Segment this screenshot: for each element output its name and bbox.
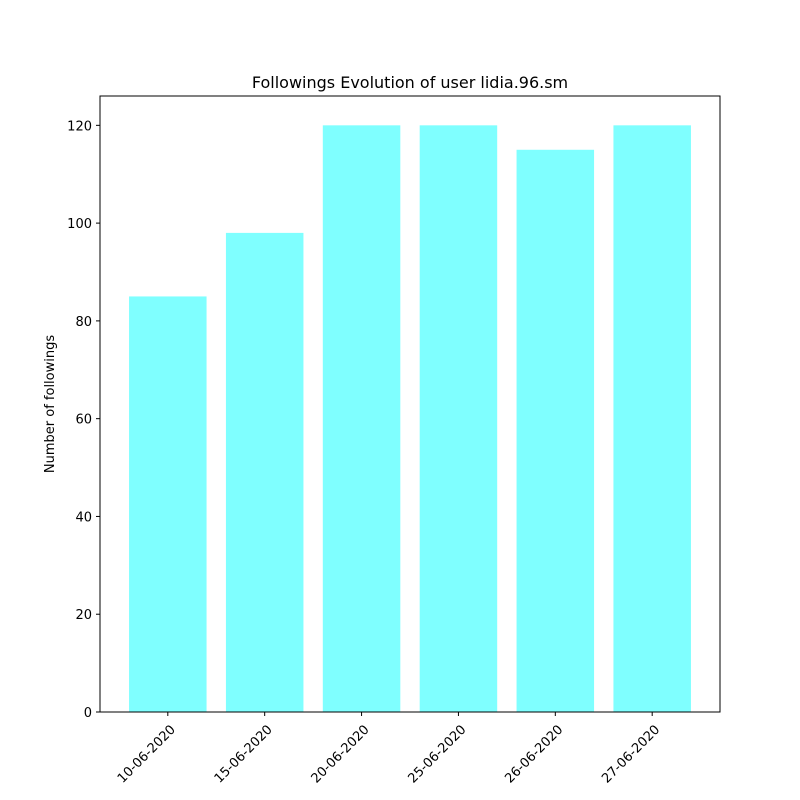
x-tick-label: 27-06-2020 [599,722,663,786]
x-tick-label: 20-06-2020 [309,722,373,786]
y-axis: 0 20 40 60 80 100 120 [67,119,100,721]
y-axis-label: Number of followings [43,335,58,473]
bar-25-06-2020 [419,125,498,712]
x-tick-label: 15-06-2020 [212,722,276,786]
y-tick-label: 40 [75,510,92,525]
y-tick-label: 100 [67,217,92,232]
bar-26-06-2020 [516,149,595,712]
bar-20-06-2020 [322,125,401,712]
y-tick-label: 120 [67,119,92,134]
bars-layer [129,125,691,712]
x-tick-label: 10-06-2020 [115,722,179,786]
x-tick-label: 25-06-2020 [405,722,469,786]
x-axis: 10-06-2020 15-06-2020 20-06-2020 25-06-2020… [115,712,663,786]
y-tick-label: 0 [84,706,92,721]
bar-15-06-2020 [225,232,304,712]
bar-10-06-2020 [129,296,207,712]
y-tick-label: 60 [75,413,92,428]
plot-frame [99,95,721,713]
x-tick-label: 26-06-2020 [502,722,566,786]
y-tick-label: 80 [75,315,92,330]
y-tick-label: 20 [75,608,92,623]
bar-27-06-2020 [613,125,691,712]
chart-title: Followings Evolution of user lidia.96.sm [252,73,568,92]
